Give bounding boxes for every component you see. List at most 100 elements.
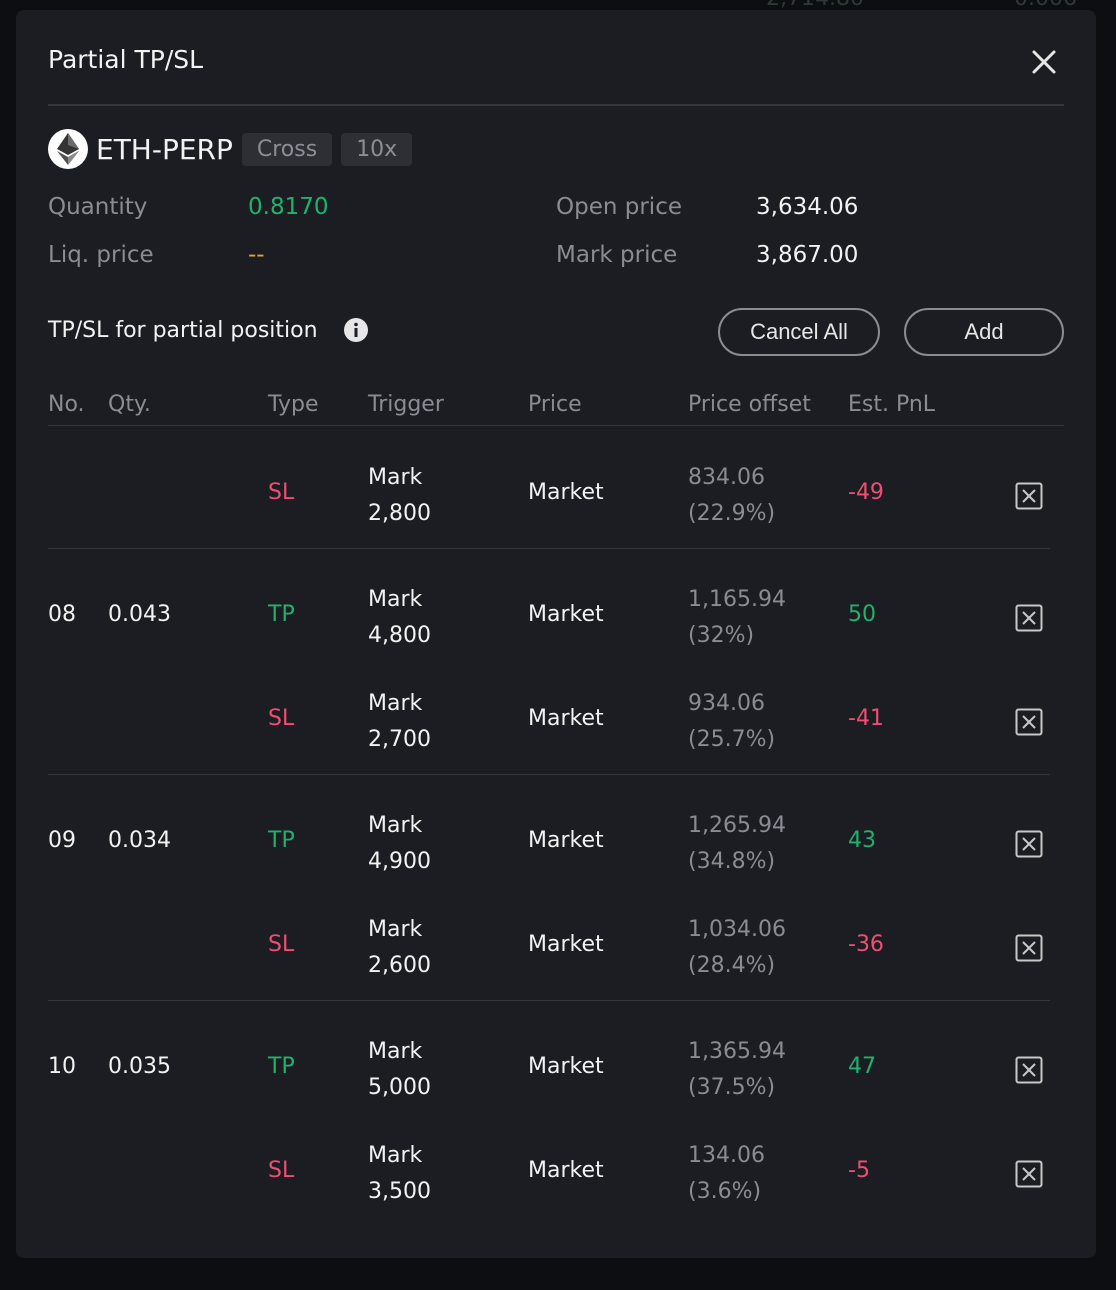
row-price: Market bbox=[528, 1158, 604, 1183]
table-header: No. Qty. Type Trigger Price Price offset… bbox=[48, 390, 1064, 426]
partial-tpsl-modal: Partial TP/SL ETH-PERP Cross 10x Quantit… bbox=[16, 10, 1096, 1258]
delete-box-icon[interactable] bbox=[1015, 482, 1043, 510]
leverage-badge: 10x bbox=[341, 132, 413, 166]
table-row: SL Mark 2,700 Market 934.06 (25.7%) -41 bbox=[48, 670, 1064, 774]
trigger-reference: Mark bbox=[368, 587, 423, 612]
delete-box-icon[interactable] bbox=[1015, 934, 1043, 962]
row-est-pnl: -36 bbox=[848, 932, 884, 957]
row-group-divider bbox=[48, 774, 1050, 775]
offset-value: 134.06 bbox=[688, 1143, 765, 1168]
row-est-pnl: 43 bbox=[848, 828, 876, 853]
open-price-label: Open price bbox=[556, 194, 682, 220]
trigger-value: 5,000 bbox=[368, 1075, 431, 1100]
row-price-offset: 1,165.94 (32%) bbox=[688, 582, 786, 654]
table-row: SL Mark 2,800 Market 834.06 (22.9%) -49 bbox=[48, 444, 1064, 548]
row-quantity: 0.035 bbox=[108, 1054, 171, 1079]
row-type: SL bbox=[268, 1158, 295, 1183]
symbol-name: ETH-PERP bbox=[96, 132, 233, 166]
row-type: TP bbox=[268, 828, 295, 853]
offset-percent: (3.6%) bbox=[688, 1179, 762, 1204]
row-price-offset: 1,265.94 (34.8%) bbox=[688, 808, 786, 880]
symbol-row: ETH-PERP Cross 10x bbox=[48, 128, 413, 170]
row-type: SL bbox=[268, 706, 295, 731]
offset-value: 834.06 bbox=[688, 465, 765, 490]
column-header-est-pnl: Est. PnL bbox=[848, 392, 936, 417]
mark-price-label: Mark price bbox=[556, 242, 678, 268]
ethereum-logo-icon bbox=[48, 129, 88, 169]
delete-box-icon[interactable] bbox=[1015, 830, 1043, 858]
delete-box-icon[interactable] bbox=[1015, 1056, 1043, 1084]
delete-box-icon[interactable] bbox=[1015, 1160, 1043, 1188]
row-price-offset: 134.06 (3.6%) bbox=[688, 1138, 765, 1210]
offset-percent: (28.4%) bbox=[688, 953, 776, 978]
table-row: SL Mark 3,500 Market 134.06 (3.6%) -5 bbox=[48, 1122, 1064, 1226]
close-icon[interactable] bbox=[1030, 48, 1058, 76]
background-value-text: 0.006 bbox=[1014, 0, 1077, 11]
mark-price-value: 3,867.00 bbox=[756, 242, 859, 268]
row-price: Market bbox=[528, 480, 604, 505]
add-button[interactable]: Add bbox=[904, 308, 1064, 356]
row-type: TP bbox=[268, 602, 295, 627]
row-price: Market bbox=[528, 932, 604, 957]
row-number: 10 bbox=[48, 1054, 76, 1079]
trigger-value: 3,500 bbox=[368, 1179, 431, 1204]
offset-value: 1,265.94 bbox=[688, 813, 786, 838]
offset-percent: (32%) bbox=[688, 623, 755, 648]
row-trigger: Mark 5,000 bbox=[368, 1034, 431, 1106]
row-trigger: Mark 3,500 bbox=[368, 1138, 431, 1210]
row-number: 08 bbox=[48, 602, 76, 627]
row-est-pnl: -49 bbox=[848, 480, 884, 505]
offset-value: 1,034.06 bbox=[688, 917, 786, 942]
row-price: Market bbox=[528, 602, 604, 627]
table-row: 09 0.034 TP Mark 4,900 Market 1,265.94 (34.8%) 4… bbox=[48, 792, 1064, 896]
trigger-reference: Mark bbox=[368, 691, 423, 716]
modal-header: Partial TP/SL bbox=[48, 40, 1064, 106]
column-header-qty: Qty. bbox=[108, 392, 151, 417]
offset-percent: (34.8%) bbox=[688, 849, 776, 874]
row-quantity: 0.043 bbox=[108, 602, 171, 627]
trigger-reference: Mark bbox=[368, 917, 423, 942]
trigger-reference: Mark bbox=[368, 813, 423, 838]
offset-percent: (22.9%) bbox=[688, 501, 776, 526]
trigger-reference: Mark bbox=[368, 1039, 423, 1064]
row-price-offset: 1,034.06 (28.4%) bbox=[688, 912, 786, 984]
row-quantity: 0.034 bbox=[108, 828, 171, 853]
row-number: 09 bbox=[48, 828, 76, 853]
info-icon[interactable] bbox=[344, 318, 368, 342]
offset-percent: (37.5%) bbox=[688, 1075, 776, 1100]
row-type: TP bbox=[268, 1054, 295, 1079]
offset-percent: (25.7%) bbox=[688, 727, 776, 752]
offset-value: 1,165.94 bbox=[688, 587, 786, 612]
row-est-pnl: -41 bbox=[848, 706, 884, 731]
offset-value: 934.06 bbox=[688, 691, 765, 716]
row-est-pnl: 50 bbox=[848, 602, 876, 627]
trigger-value: 4,800 bbox=[368, 623, 431, 648]
background-price-text: 2,714.80 bbox=[766, 0, 864, 11]
row-trigger: Mark 4,800 bbox=[368, 582, 431, 654]
trigger-value: 4,900 bbox=[368, 849, 431, 874]
trigger-value: 2,800 bbox=[368, 501, 431, 526]
row-price: Market bbox=[528, 1054, 604, 1079]
cancel-all-button[interactable]: Cancel All bbox=[718, 308, 880, 356]
quantity-label: Quantity bbox=[48, 194, 148, 220]
row-trigger: Mark 4,900 bbox=[368, 808, 431, 880]
row-est-pnl: 47 bbox=[848, 1054, 876, 1079]
column-header-no: No. bbox=[48, 392, 85, 417]
row-price-offset: 834.06 (22.9%) bbox=[688, 460, 775, 532]
row-trigger: Mark 2,800 bbox=[368, 460, 431, 532]
delete-box-icon[interactable] bbox=[1015, 708, 1043, 736]
row-price: Market bbox=[528, 706, 604, 731]
offset-value: 1,365.94 bbox=[688, 1039, 786, 1064]
row-trigger: Mark 2,600 bbox=[368, 912, 431, 984]
trigger-value: 2,600 bbox=[368, 953, 431, 978]
row-type: SL bbox=[268, 932, 295, 957]
open-price-value: 3,634.06 bbox=[756, 194, 859, 220]
row-type: SL bbox=[268, 480, 295, 505]
row-price-offset: 1,365.94 (37.5%) bbox=[688, 1034, 786, 1106]
liq-price-label: Liq. price bbox=[48, 242, 154, 268]
liq-price-value: -- bbox=[248, 242, 265, 268]
quantity-value: 0.8170 bbox=[248, 194, 329, 220]
delete-box-icon[interactable] bbox=[1015, 604, 1043, 632]
column-header-price-offset: Price offset bbox=[688, 392, 811, 417]
row-price-offset: 934.06 (25.7%) bbox=[688, 686, 775, 758]
